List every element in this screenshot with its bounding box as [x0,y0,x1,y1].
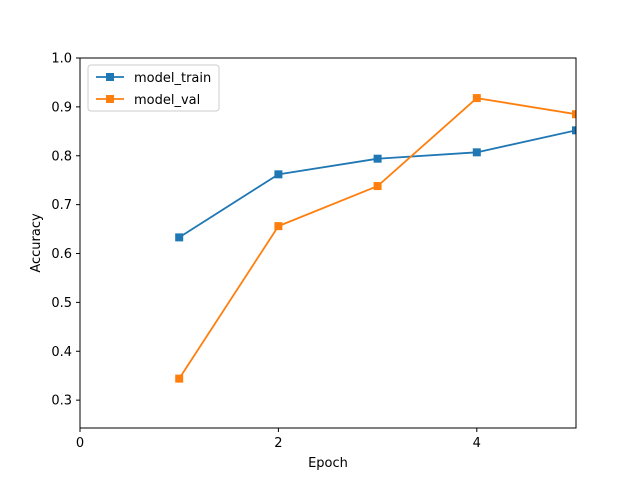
data-point [274,222,283,231]
y-tick-label: 0.7 [51,198,72,213]
legend-label: model_train [134,71,211,86]
legend: model_train model_val [87,64,220,112]
plot-frame [79,57,577,429]
data-point [472,148,481,157]
y-tick-label: 1.0 [51,52,72,67]
data-point [472,94,481,103]
x-tick-label: 4 [473,436,481,451]
x-tick-label: 2 [274,436,282,451]
series-line [178,97,576,380]
data-point [175,233,184,242]
legend-item: model_train [96,71,211,86]
legend-item: model_val [96,93,200,108]
data-point [373,154,382,163]
data-point [175,374,184,383]
x-tick-label: 0 [76,436,84,451]
data-point [572,110,576,119]
series-layer [175,94,576,383]
plot-area [79,57,577,429]
data-point [572,126,576,135]
data-point [274,170,283,179]
y-tick-label: 0.3 [51,394,72,409]
y-tick-label: 0.4 [51,345,72,360]
legend-marker [106,73,114,81]
data-point [373,182,382,191]
y-tick-label: 0.6 [51,247,72,262]
legend-marker [106,95,114,103]
y-tick-label: 0.5 [51,296,72,311]
series-model_train [175,126,576,242]
y-axis: 0.3 0.4 0.5 0.6 0.7 0.8 0.9 1.0 [51,52,80,409]
legend-label: model_val [134,93,200,108]
y-axis-label: Accuracy [29,213,44,273]
y-tick-label: 0.9 [51,100,72,115]
x-axis-label: Epoch [308,456,348,471]
x-axis: 0 2 4 [76,428,481,451]
series-model_val [175,94,576,383]
y-tick-label: 0.8 [51,149,72,164]
